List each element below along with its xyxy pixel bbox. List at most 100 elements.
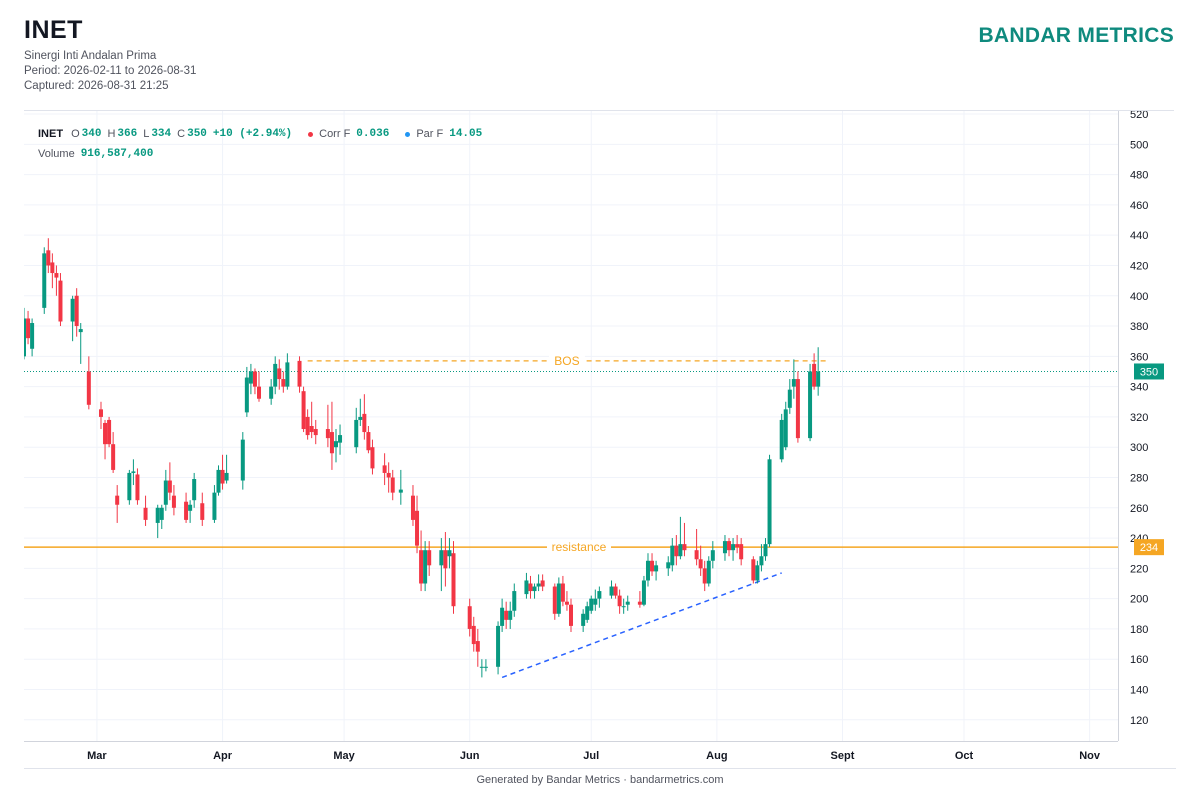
y-tick-label: 280: [1130, 472, 1148, 484]
candle-body: [212, 492, 217, 520]
candle-body: [86, 371, 91, 405]
candle-body: [666, 562, 671, 569]
candle-body: [767, 459, 772, 545]
close-value: 350: [187, 128, 207, 140]
candle-body: [398, 489, 403, 493]
candle-body: [70, 298, 75, 322]
candle-body: [273, 363, 278, 387]
price-chart[interactable]: 1201401601802002202402602803003203403603…: [24, 111, 1174, 773]
candle-body: [564, 601, 569, 605]
candle-body: [184, 501, 189, 520]
y-tick-label: 320: [1130, 412, 1148, 424]
candle-body: [560, 583, 565, 602]
candle-body: [722, 541, 727, 554]
y-tick-label: 340: [1130, 382, 1148, 394]
candle-body: [78, 329, 83, 333]
chart-area[interactable]: 120 140 160 180 200 220 240 260 280 300 320 340 360 3…: [24, 110, 1174, 773]
candle-body: [727, 541, 732, 551]
par-value: 14.05: [449, 128, 483, 140]
candle-body: [24, 318, 26, 357]
candle-body: [192, 479, 197, 501]
y-tick-label: 180: [1130, 624, 1148, 636]
candle-body: [702, 568, 707, 584]
candle-body: [674, 545, 679, 557]
y-tick-label: 420: [1130, 260, 1148, 272]
volume-row: Volume 916,587,400: [38, 144, 488, 164]
candle-body: [650, 560, 655, 572]
candle-body: [512, 591, 517, 611]
ohlc-row: INET O 340 H 366 L 334 C 350 +10 (+2.94%…: [38, 124, 488, 144]
candle-body: [467, 606, 472, 629]
candle-body: [135, 474, 140, 501]
candle-body: [370, 447, 375, 469]
candle-body: [585, 606, 590, 620]
candle-body: [111, 444, 116, 470]
candle-body: [42, 253, 47, 308]
candle-body: [783, 409, 788, 448]
candle-body: [613, 586, 618, 596]
low-value: 334: [151, 128, 172, 140]
corr-label: Corr F: [319, 128, 351, 140]
y-tick-label: 140: [1130, 685, 1148, 697]
y-tick-label: 520: [1130, 111, 1148, 121]
footer-divider: [24, 768, 1176, 769]
candle-body: [155, 507, 160, 523]
candle-body: [439, 550, 444, 566]
candle-body: [410, 495, 415, 520]
x-tick-label: Mar: [87, 750, 107, 762]
open-value: 340: [81, 128, 102, 140]
candle-body: [252, 371, 257, 387]
candle-body: [46, 250, 51, 266]
x-tick-label: Jul: [583, 750, 599, 762]
candle-body: [301, 391, 306, 430]
resistance-price-tag: [1134, 539, 1164, 556]
close-label: C: [177, 128, 186, 140]
candle-body: [593, 598, 598, 605]
candle-body: [556, 583, 561, 614]
candle-body: [74, 295, 79, 327]
period-text: Period: 2026-02-11 to 2026-08-31: [24, 65, 197, 77]
candle-body: [325, 429, 330, 439]
footer-text: Generated by Bandar Metrics · bandarmetr…: [476, 774, 724, 786]
high-label: H: [107, 128, 116, 140]
candle-body: [366, 432, 371, 451]
candle-body: [54, 273, 59, 278]
open-label: O: [71, 128, 80, 140]
candle-body: [751, 559, 756, 581]
candle-body: [443, 550, 448, 569]
candle-body: [787, 389, 792, 408]
candle-body: [127, 472, 132, 501]
candle-body: [528, 583, 533, 592]
candle-body: [682, 544, 687, 551]
y-tick-label: 120: [1130, 715, 1148, 727]
company-name: Sinergi Inti Andalan Prima: [24, 50, 157, 62]
par-dot-icon: [405, 131, 411, 137]
high-value: 366: [117, 128, 138, 140]
y-tick-label: 300: [1130, 442, 1148, 454]
candle-body: [808, 371, 813, 439]
volume-label: Volume: [38, 148, 75, 160]
candle-body: [609, 586, 614, 596]
candle-body: [524, 580, 529, 595]
candle-body: [200, 503, 205, 520]
change-value: +10 (+2.94%): [212, 128, 293, 140]
candle-body: [188, 504, 193, 511]
y-tick-label: 480: [1130, 170, 1148, 182]
resistance-label: resistance: [552, 540, 607, 554]
candle-body: [621, 606, 626, 608]
candle-body: [597, 591, 602, 599]
candle-body: [625, 601, 630, 605]
y-tick-label: 260: [1130, 503, 1148, 515]
x-tick-label: May: [333, 750, 355, 762]
candle-body: [269, 386, 274, 399]
candle-body: [329, 432, 334, 454]
candle-body: [645, 560, 650, 581]
candle-body: [30, 323, 35, 349]
candle-body: [338, 435, 343, 443]
last-price-label: 350: [1140, 366, 1158, 378]
candle-body: [483, 666, 488, 668]
candle-body: [26, 318, 31, 339]
candle-body: [755, 565, 760, 581]
candle-body: [581, 613, 586, 626]
ticker-title: INET: [24, 16, 83, 44]
